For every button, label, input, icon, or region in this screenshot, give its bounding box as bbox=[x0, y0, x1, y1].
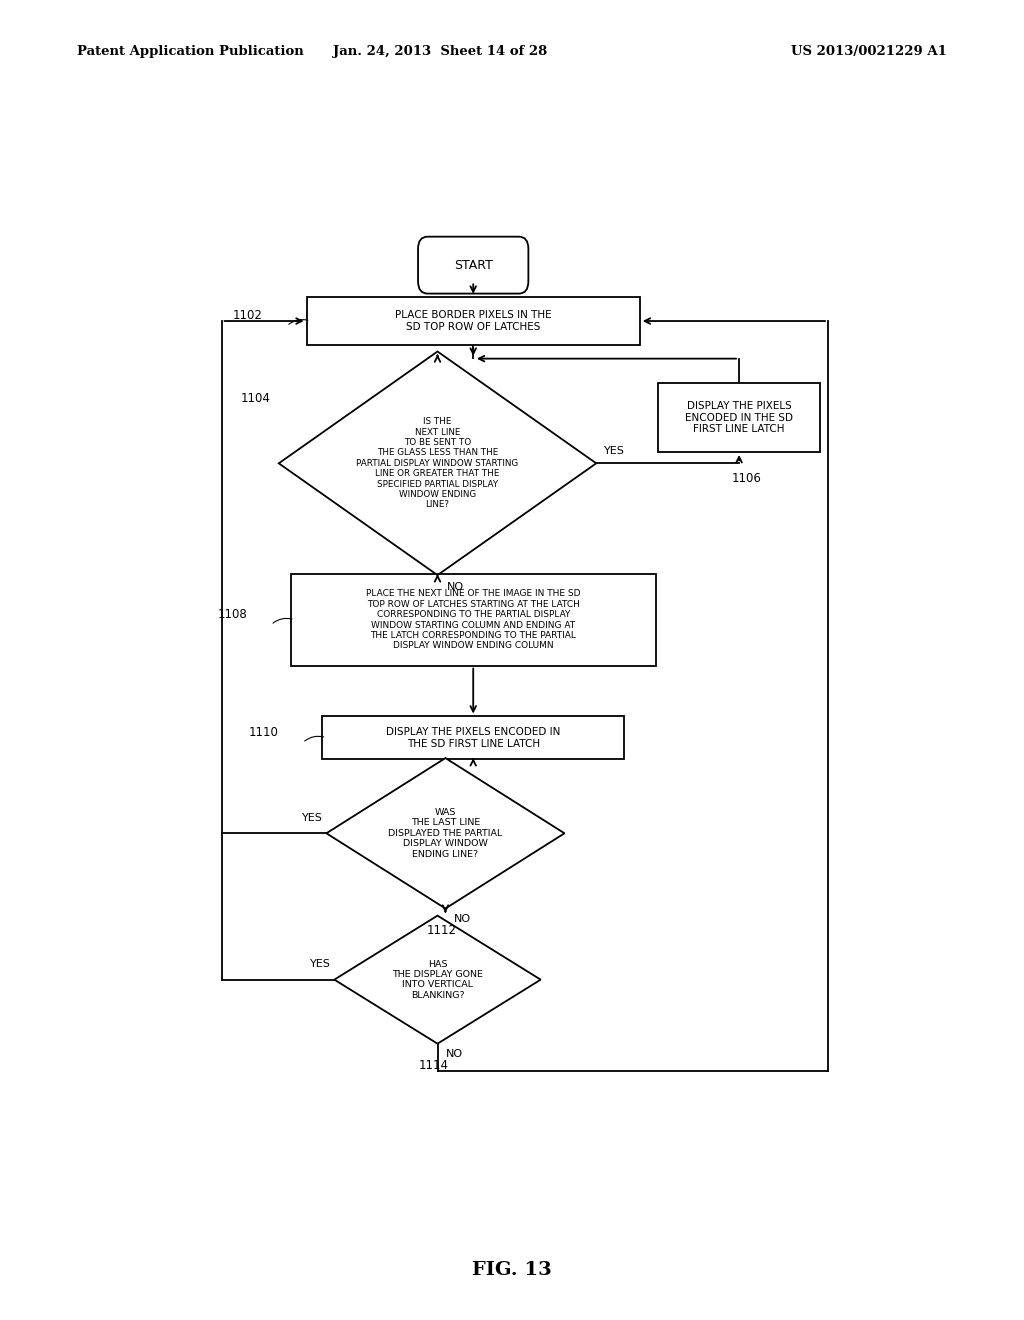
Text: NO: NO bbox=[447, 582, 464, 593]
Polygon shape bbox=[327, 758, 564, 908]
FancyBboxPatch shape bbox=[418, 236, 528, 293]
Text: US 2013/0021229 A1: US 2013/0021229 A1 bbox=[792, 45, 947, 58]
Text: WAS
THE LAST LINE
DISPLAYED THE PARTIAL
DISPLAY WINDOW
ENDING LINE?: WAS THE LAST LINE DISPLAYED THE PARTIAL … bbox=[388, 808, 503, 858]
Polygon shape bbox=[279, 351, 596, 576]
Text: Jan. 24, 2013  Sheet 14 of 28: Jan. 24, 2013 Sheet 14 of 28 bbox=[333, 45, 548, 58]
Text: YES: YES bbox=[604, 446, 625, 457]
Text: IS THE
NEXT LINE
TO BE SENT TO
THE GLASS LESS THAN THE
PARTIAL DISPLAY WINDOW ST: IS THE NEXT LINE TO BE SENT TO THE GLASS… bbox=[356, 417, 518, 510]
Text: Patent Application Publication: Patent Application Publication bbox=[77, 45, 303, 58]
Text: 1108: 1108 bbox=[217, 609, 247, 622]
Text: 1102: 1102 bbox=[233, 309, 263, 322]
Text: YES: YES bbox=[309, 960, 331, 969]
Text: FIG. 13: FIG. 13 bbox=[472, 1261, 552, 1279]
Text: 1112: 1112 bbox=[426, 924, 457, 937]
Text: NO: NO bbox=[445, 1049, 463, 1059]
Bar bbox=[657, 383, 820, 453]
Text: DISPLAY THE PIXELS ENCODED IN
THE SD FIRST LINE LATCH: DISPLAY THE PIXELS ENCODED IN THE SD FIR… bbox=[386, 727, 560, 748]
Text: START: START bbox=[454, 259, 493, 272]
Bar bbox=[306, 297, 640, 346]
Text: DISPLAY THE PIXELS
ENCODED IN THE SD
FIRST LINE LATCH: DISPLAY THE PIXELS ENCODED IN THE SD FIR… bbox=[685, 401, 793, 434]
Text: 1106: 1106 bbox=[732, 473, 762, 486]
Text: 1114: 1114 bbox=[419, 1059, 449, 1072]
Text: PLACE BORDER PIXELS IN THE
SD TOP ROW OF LATCHES: PLACE BORDER PIXELS IN THE SD TOP ROW OF… bbox=[395, 310, 552, 331]
Text: PLACE THE NEXT LINE OF THE IMAGE IN THE SD
TOP ROW OF LATCHES STARTING AT THE LA: PLACE THE NEXT LINE OF THE IMAGE IN THE … bbox=[366, 589, 581, 651]
Polygon shape bbox=[334, 916, 541, 1044]
Bar bbox=[291, 574, 655, 665]
Text: NO: NO bbox=[454, 913, 470, 924]
Text: HAS
THE DISPLAY GONE
INTO VERTICAL
BLANKING?: HAS THE DISPLAY GONE INTO VERTICAL BLANK… bbox=[392, 960, 483, 999]
Bar bbox=[323, 717, 624, 759]
Text: YES: YES bbox=[301, 813, 323, 824]
Text: 1110: 1110 bbox=[249, 726, 279, 739]
Text: 1104: 1104 bbox=[241, 392, 270, 405]
